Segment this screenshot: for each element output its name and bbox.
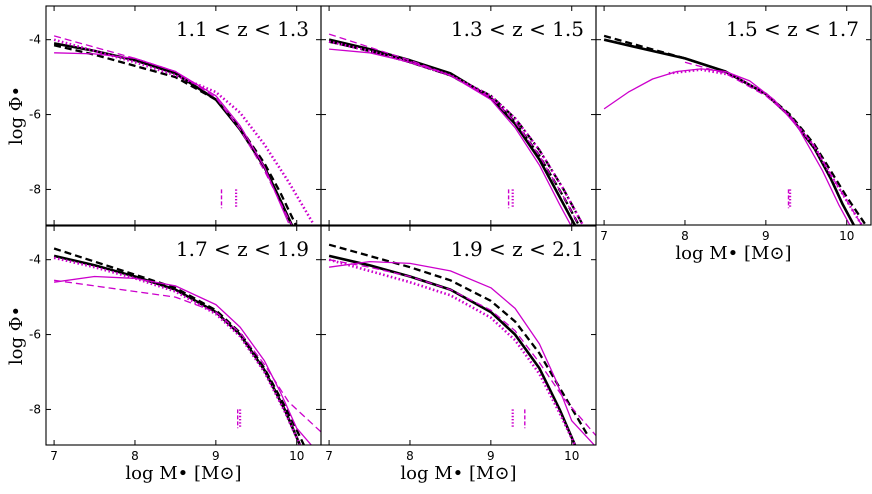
series-magenta-dashed <box>54 279 321 433</box>
series-black-dashed <box>53 44 298 225</box>
redshift-range-label: 1.3 < z < 1.5 <box>451 17 584 41</box>
series-black-solid <box>603 38 856 225</box>
series-black-solid <box>328 254 577 445</box>
x-tick-label: 8 <box>131 449 139 463</box>
x-tick-label: 9 <box>212 449 220 463</box>
panel-p4: 7 8 9 10 -4 -6 -8 1.7 < z < 1.9 log M• [M⊙] log Φ… <box>6 225 322 484</box>
series-magenta-dashed <box>328 33 580 225</box>
series-magenta-solid <box>329 260 596 445</box>
y-axis-label: log Φ• <box>6 306 27 365</box>
series-group <box>328 33 585 225</box>
series-black-dashed <box>53 247 306 445</box>
panel-frame <box>595 5 872 226</box>
panel-p3: 7 8 9 10 1.5 < z < 1.7 log M• [M⊙] <box>595 5 872 264</box>
series-magenta-dotted <box>53 38 315 224</box>
y-tick-label: -6 <box>29 108 41 122</box>
series-black-dashdot <box>328 40 585 225</box>
y-tick-label: -6 <box>29 328 41 342</box>
y-tick-label: -8 <box>29 182 41 196</box>
series-magenta-solid <box>54 275 313 445</box>
y-tick-label: -4 <box>29 33 41 47</box>
series-group <box>53 247 321 445</box>
x-tick-label: 8 <box>681 229 689 243</box>
x-tick-label: 9 <box>762 229 770 243</box>
x-axis-label: log M• [M⊙] <box>400 463 516 484</box>
x-tick-label: 10 <box>289 449 304 463</box>
x-tick-label: 9 <box>487 449 495 463</box>
x-tick-label: 10 <box>839 229 854 243</box>
panel-p5: 7 8 9 10 1.9 < z < 2.1 log M• [M⊙] <box>320 225 597 484</box>
redshift-range-label: 1.9 < z < 2.1 <box>451 237 584 261</box>
x-tick-label: 7 <box>50 449 58 463</box>
series-magenta-solid <box>54 52 290 224</box>
x-axis-label: log M• [M⊙] <box>125 463 241 484</box>
series-magenta-dotted <box>328 40 585 225</box>
y-axis-label: log Φ• <box>6 86 27 145</box>
series-black-solid <box>328 38 577 225</box>
series-magenta-dotted <box>328 258 577 445</box>
y-tick-label: -4 <box>29 253 41 267</box>
series-magenta-dashed <box>328 259 596 437</box>
x-tick-label: 10 <box>564 449 579 463</box>
x-tick-label: 8 <box>406 449 414 463</box>
panel-p1: -4 -6 -8 1.1 < z < 1.3 log Φ• <box>6 5 322 226</box>
series-group <box>53 35 315 225</box>
series-black-dashed <box>603 34 868 225</box>
series-magenta-dashed <box>684 61 863 225</box>
series-black-dashed <box>328 40 581 225</box>
series-magenta-dotted <box>53 256 302 445</box>
y-tick-label: -8 <box>29 402 41 416</box>
panel-frame <box>320 225 597 446</box>
redshift-range-label: 1.7 < z < 1.9 <box>176 237 309 261</box>
redshift-range-label: 1.5 < z < 1.7 <box>726 17 859 41</box>
series-black-dashed <box>328 243 589 437</box>
panel-p2: 1.3 < z < 1.5 <box>320 5 597 226</box>
series-group <box>328 243 596 445</box>
series-magenta-dashed <box>53 35 293 225</box>
panels-layer: -4 -6 -8 1.1 < z < 1.3 log Φ• 1.3 < z < 1.5 7 8… <box>6 5 872 484</box>
x-axis-label: log M• [M⊙] <box>675 243 791 264</box>
series-group <box>603 34 868 225</box>
series-magenta-solid <box>329 48 572 225</box>
x-tick-label: 7 <box>600 229 608 243</box>
series-black-solid <box>53 254 302 445</box>
redshift-range-label: 1.1 < z < 1.3 <box>176 17 309 41</box>
x-tick-label: 7 <box>325 449 333 463</box>
